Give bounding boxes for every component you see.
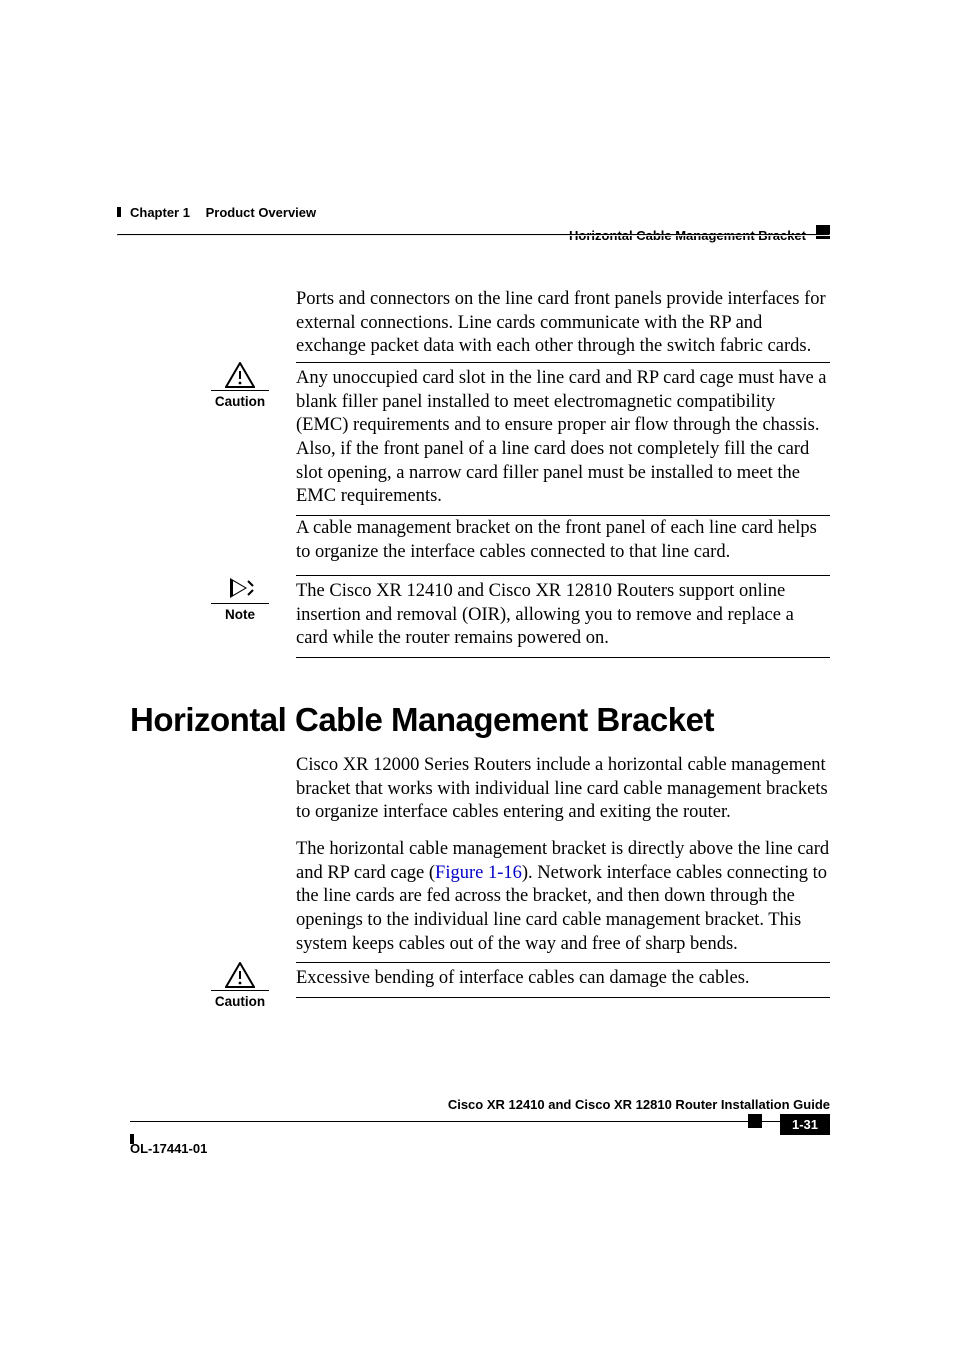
- caution-icon-rule: [211, 390, 269, 391]
- footer-tick: [130, 1134, 134, 1144]
- note-body: The Cisco XR 12410 and Cisco XR 12810 Ro…: [296, 575, 830, 658]
- paragraph: The horizontal cable management bracket …: [296, 838, 830, 972]
- footer-square-icon: [748, 1114, 762, 1128]
- note-callout: Note The Cisco XR 12410 and Cisco XR 128…: [205, 575, 830, 658]
- caution-text: Any unoccupied card slot in the line car…: [296, 368, 827, 506]
- chapter-label: Chapter 1: [130, 205, 190, 220]
- caution-icon-block: Caution: [205, 362, 275, 409]
- caution-text: Excessive bending of interface cables ca…: [296, 968, 750, 988]
- body-text: Cisco XR 12000 Series Routers include a …: [296, 754, 830, 825]
- callout-rule-bottom: [296, 515, 830, 516]
- callout-rule-bottom: [296, 657, 830, 658]
- footer-bar-row: 1-31 OL-17441-01: [130, 1114, 830, 1156]
- caution-icon: [225, 962, 255, 988]
- note-label: Note: [205, 607, 275, 622]
- body-text-with-link: The horizontal cable management bracket …: [296, 838, 830, 956]
- caution-icon-rule: [211, 990, 269, 991]
- running-footer: Cisco XR 12410 and Cisco XR 12810 Router…: [130, 1097, 830, 1156]
- page: Chapter 1 Product Overview Horizontal Ca…: [0, 0, 954, 1351]
- chapter-line: Chapter 1 Product Overview: [130, 205, 830, 220]
- header-rule: [117, 234, 830, 236]
- caution-label: Caution: [205, 994, 275, 1009]
- section-heading-block: Horizontal Cable Management Bracket: [130, 701, 830, 739]
- footer-rule: [130, 1121, 748, 1135]
- callout-rule-top: [296, 575, 830, 576]
- caution-callout: Caution Excessive bending of interface c…: [205, 962, 830, 998]
- caution-body: Any unoccupied card slot in the line car…: [296, 362, 830, 516]
- note-icon-rule: [211, 603, 269, 604]
- footer-rule-gap: [762, 1121, 780, 1135]
- note-text: The Cisco XR 12410 and Cisco XR 12810 Ro…: [296, 581, 794, 648]
- body-text: Ports and connectors on the line card fr…: [296, 288, 830, 359]
- paragraph: Cisco XR 12000 Series Routers include a …: [296, 754, 830, 841]
- body-text: A cable management bracket on the front …: [296, 517, 830, 564]
- callout-rule-bottom: [296, 997, 830, 998]
- chapter-title: Product Overview: [206, 205, 317, 220]
- footer-bar: 1-31: [130, 1114, 830, 1135]
- callout-rule-top: [296, 362, 830, 363]
- caution-body: Excessive bending of interface cables ca…: [296, 962, 830, 998]
- doc-number: OL-17441-01: [130, 1141, 830, 1156]
- section-head-row: Horizontal Cable Management Bracket: [130, 220, 830, 243]
- note-icon-block: Note: [205, 575, 275, 622]
- header-tick: [117, 207, 121, 217]
- running-header: Chapter 1 Product Overview Horizontal Ca…: [130, 205, 830, 243]
- header-marker-icon: [816, 225, 830, 239]
- note-icon: [225, 575, 255, 601]
- footer-guide-title: Cisco XR 12410 and Cisco XR 12810 Router…: [130, 1097, 830, 1112]
- caution-icon: [225, 362, 255, 388]
- caution-callout: Caution Any unoccupied card slot in the …: [205, 362, 830, 516]
- figure-link[interactable]: Figure 1-16: [435, 863, 522, 883]
- callout-rule-top: [296, 962, 830, 963]
- caution-label: Caution: [205, 394, 275, 409]
- caution-icon-block: Caution: [205, 962, 275, 1009]
- page-number: 1-31: [780, 1114, 830, 1135]
- section-heading: Horizontal Cable Management Bracket: [130, 701, 830, 739]
- paragraph: A cable management bracket on the front …: [296, 517, 830, 580]
